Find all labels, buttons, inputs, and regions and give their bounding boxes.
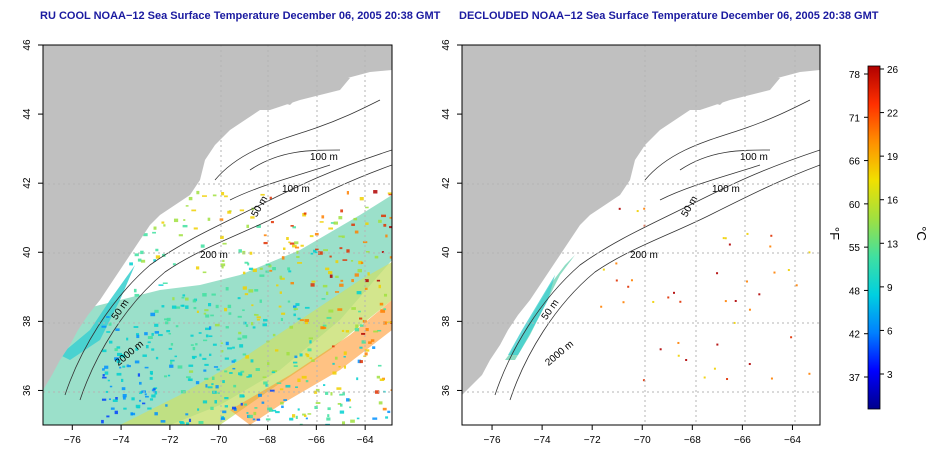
colorbar-f-tick: 42 [849,330,861,341]
lat-tick-label: 46 [22,39,33,51]
fahrenheit-label: °F [827,226,843,241]
colorbar-c-tick: 19 [887,152,899,163]
lat-tick-label: 40 [441,246,452,258]
lon-tick-label: −74 [534,435,551,446]
right-contour-label: 200 m [630,250,658,261]
lon-tick-label: −72 [161,435,178,446]
right-y-ticks: 36 38 40 42 44 46 [441,39,462,396]
lat-tick-label: 40 [22,246,33,258]
lat-tick-label: 36 [22,384,33,396]
left-land-mass [43,45,392,390]
lat-tick-label: 44 [22,108,33,120]
lat-tick-label: 38 [22,315,33,327]
lon-tick-label: −68 [259,435,276,446]
colorbar-c-ticks: 26 22 19 16 13 9 6 3 [880,65,899,381]
lat-tick-label: 46 [441,39,452,51]
colorbar-c-tick: 9 [887,283,893,294]
lon-tick-label: −76 [484,435,501,446]
left-x-ticks: −76 −74 −72 −70 −68 −66 −64 [64,425,374,446]
colorbar-c-tick: 3 [887,370,893,381]
right-land-mass [462,45,820,395]
colorbar-f-tick: 48 [849,286,861,297]
right-grid [462,45,820,425]
colorbar-f-tick: 71 [849,113,861,124]
colorbar-f-tick: 66 [849,157,861,168]
lat-tick-label: 42 [441,177,452,189]
lat-tick-label: 38 [441,315,452,327]
right-contour-label: 100 m [712,184,740,195]
colorbar-f-tick: 60 [849,200,861,211]
left-contour-label: 200 m [200,250,228,261]
colorbar-c-tick: 22 [887,109,899,120]
lat-tick-label: 36 [441,384,452,396]
colorbar-c-tick: 16 [887,196,899,207]
right-panel-title: DECLOUDED NOAA−12 Sea Surface Temperatur… [459,10,879,22]
colorbar-f-tick: 37 [849,373,861,384]
lat-tick-label: 44 [441,108,452,120]
right-x-ticks: −76 −74 −72 −70 −68 −66 −64 [484,425,801,446]
lon-tick-label: −74 [113,435,130,446]
left-y-ticks: 36 38 40 42 44 46 [22,39,43,396]
lon-tick-label: −70 [634,435,651,446]
left-panel-title: RU COOL NOAA−12 Sea Surface Temperature … [40,10,441,22]
colorbar-c-tick: 26 [887,65,899,76]
left-bathymetry-contours [64,99,392,401]
lat-tick-label: 42 [22,177,33,189]
colorbar-f-tick: 55 [849,243,861,254]
right-bathymetry-contours [494,99,820,401]
lon-tick-label: −64 [357,435,374,446]
lon-tick-label: −66 [734,435,751,446]
left-contour-label: 100 m [310,152,338,163]
left-contour-label: 100 m [282,184,310,195]
left-grid [43,45,392,425]
colorbar-f-ticks: 78 71 66 60 55 48 42 37 [849,70,868,384]
celsius-label: °C [913,226,929,241]
lon-tick-label: −66 [308,435,325,446]
colorbar-c-tick: 6 [887,326,893,337]
colorbar-f-tick: 78 [849,70,861,81]
lon-tick-label: −70 [210,435,227,446]
right-sst-field [505,207,811,382]
colorbar-c-tick: 13 [887,239,899,250]
right-contour-label: 100 m [740,152,768,163]
lon-tick-label: −64 [784,435,801,446]
lon-tick-label: −72 [584,435,601,446]
lon-tick-label: −68 [684,435,701,446]
lon-tick-label: −76 [64,435,81,446]
colorbar-bar [867,65,881,410]
